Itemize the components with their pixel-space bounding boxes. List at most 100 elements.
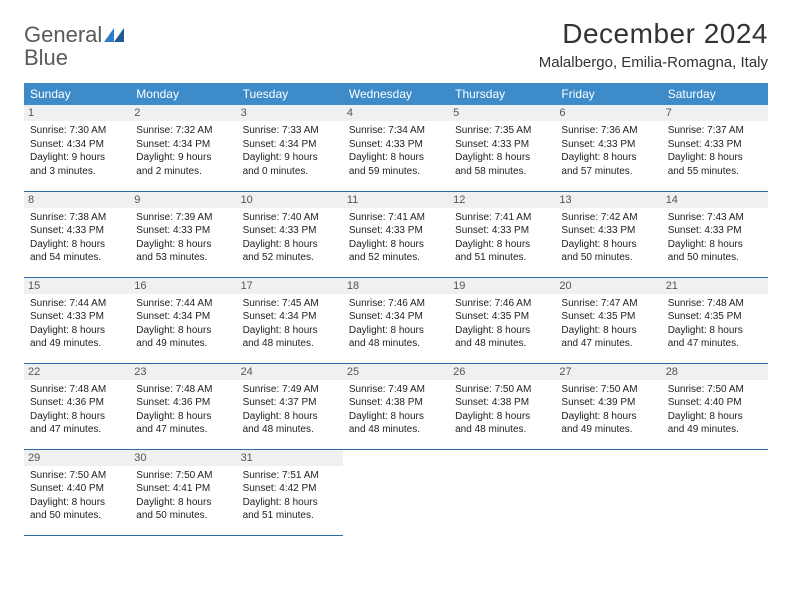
- calendar-cell: 2Sunrise: 7:32 AMSunset: 4:34 PMDaylight…: [130, 105, 236, 191]
- calendar-cell: 23Sunrise: 7:48 AMSunset: 4:36 PMDayligh…: [130, 363, 236, 449]
- day-daylight: Daylight: 9 hours and 0 minutes.: [243, 151, 337, 178]
- day-sunset: Sunset: 4:35 PM: [455, 310, 549, 324]
- day-sunrise: Sunrise: 7:34 AM: [349, 124, 443, 138]
- calendar-cell: 30Sunrise: 7:50 AMSunset: 4:41 PMDayligh…: [130, 449, 236, 535]
- day-sunrise: Sunrise: 7:44 AM: [30, 297, 124, 311]
- day-number: 23: [130, 364, 236, 380]
- day-details: Sunrise: 7:37 AMSunset: 4:33 PMDaylight:…: [668, 124, 762, 178]
- weekday-header: Saturday: [662, 83, 768, 105]
- day-details: Sunrise: 7:34 AMSunset: 4:33 PMDaylight:…: [349, 124, 443, 178]
- day-sunrise: Sunrise: 7:43 AM: [668, 211, 762, 225]
- day-sunrise: Sunrise: 7:49 AM: [349, 383, 443, 397]
- day-number: 12: [449, 192, 555, 208]
- page-title: December 2024: [539, 18, 768, 50]
- day-details: Sunrise: 7:50 AMSunset: 4:41 PMDaylight:…: [136, 469, 230, 523]
- calendar-row: 22Sunrise: 7:48 AMSunset: 4:36 PMDayligh…: [24, 363, 768, 449]
- day-sunset: Sunset: 4:41 PM: [136, 482, 230, 496]
- day-number: 25: [343, 364, 449, 380]
- calendar-cell: 27Sunrise: 7:50 AMSunset: 4:39 PMDayligh…: [555, 363, 661, 449]
- calendar-head: Sunday Monday Tuesday Wednesday Thursday…: [24, 83, 768, 105]
- day-details: Sunrise: 7:47 AMSunset: 4:35 PMDaylight:…: [561, 297, 655, 351]
- day-daylight: Daylight: 8 hours and 48 minutes.: [455, 324, 549, 351]
- calendar-page: General Blue December 2024 Malalbergo, E…: [0, 0, 792, 536]
- day-daylight: Daylight: 8 hours and 48 minutes.: [349, 410, 443, 437]
- day-details: Sunrise: 7:45 AMSunset: 4:34 PMDaylight:…: [243, 297, 337, 351]
- day-daylight: Daylight: 8 hours and 47 minutes.: [668, 324, 762, 351]
- day-sunset: Sunset: 4:33 PM: [668, 138, 762, 152]
- day-sunset: Sunset: 4:34 PM: [136, 310, 230, 324]
- calendar-row: 29Sunrise: 7:50 AMSunset: 4:40 PMDayligh…: [24, 449, 768, 535]
- day-details: Sunrise: 7:44 AMSunset: 4:33 PMDaylight:…: [30, 297, 124, 351]
- day-sunrise: Sunrise: 7:33 AM: [243, 124, 337, 138]
- calendar-cell: 4Sunrise: 7:34 AMSunset: 4:33 PMDaylight…: [343, 105, 449, 191]
- day-sunset: Sunset: 4:33 PM: [30, 224, 124, 238]
- day-sunrise: Sunrise: 7:41 AM: [455, 211, 549, 225]
- day-number: 1: [24, 105, 130, 121]
- calendar-cell: 1Sunrise: 7:30 AMSunset: 4:34 PMDaylight…: [24, 105, 130, 191]
- header-row: General Blue December 2024 Malalbergo, E…: [24, 18, 768, 71]
- day-sunset: Sunset: 4:34 PM: [136, 138, 230, 152]
- day-daylight: Daylight: 8 hours and 50 minutes.: [30, 496, 124, 523]
- day-daylight: Daylight: 8 hours and 49 minutes.: [30, 324, 124, 351]
- logo-mark-icon: [104, 29, 124, 46]
- day-sunset: Sunset: 4:38 PM: [455, 396, 549, 410]
- day-daylight: Daylight: 8 hours and 49 minutes.: [136, 324, 230, 351]
- calendar-cell: [662, 449, 768, 535]
- day-sunset: Sunset: 4:37 PM: [243, 396, 337, 410]
- day-details: Sunrise: 7:36 AMSunset: 4:33 PMDaylight:…: [561, 124, 655, 178]
- day-daylight: Daylight: 8 hours and 48 minutes.: [455, 410, 549, 437]
- calendar-cell: 6Sunrise: 7:36 AMSunset: 4:33 PMDaylight…: [555, 105, 661, 191]
- calendar-cell: 10 Sunrise: 7:40 AMSunset: 4:33 PMDayligh…: [237, 191, 343, 277]
- brand-logo: General Blue: [24, 24, 124, 70]
- day-daylight: Daylight: 8 hours and 47 minutes.: [30, 410, 124, 437]
- day-number: 5: [449, 105, 555, 121]
- calendar-cell: 26Sunrise: 7:50 AMSunset: 4:38 PMDayligh…: [449, 363, 555, 449]
- calendar-cell: 11Sunrise: 7:41 AMSunset: 4:33 PMDayligh…: [343, 191, 449, 277]
- day-details: Sunrise: 7:40 AMSunset: 4:33 PMDaylight:…: [243, 211, 337, 265]
- day-sunrise: Sunrise: 7:51 AM: [243, 469, 337, 483]
- day-details: Sunrise: 7:49 AMSunset: 4:38 PMDaylight:…: [349, 383, 443, 437]
- day-details: Sunrise: 7:46 AMSunset: 4:35 PMDaylight:…: [455, 297, 549, 351]
- weekday-header: Wednesday: [343, 83, 449, 105]
- day-sunrise: Sunrise: 7:40 AM: [243, 211, 337, 225]
- day-sunset: Sunset: 4:42 PM: [243, 482, 337, 496]
- day-daylight: Daylight: 8 hours and 55 minutes.: [668, 151, 762, 178]
- calendar-cell: 16Sunrise: 7:44 AMSunset: 4:34 PMDayligh…: [130, 277, 236, 363]
- title-block: December 2024 Malalbergo, Emilia-Romagna…: [539, 18, 768, 71]
- day-daylight: Daylight: 8 hours and 52 minutes.: [349, 238, 443, 265]
- day-sunrise: Sunrise: 7:50 AM: [455, 383, 549, 397]
- day-sunrise: Sunrise: 7:45 AM: [243, 297, 337, 311]
- day-daylight: Daylight: 8 hours and 54 minutes.: [30, 238, 124, 265]
- calendar-cell: 31Sunrise: 7:51 AMSunset: 4:42 PMDayligh…: [237, 449, 343, 535]
- day-number: 10: [237, 192, 343, 208]
- day-details: Sunrise: 7:38 AMSunset: 4:33 PMDaylight:…: [30, 211, 124, 265]
- calendar-row: 8Sunrise: 7:38 AMSunset: 4:33 PMDaylight…: [24, 191, 768, 277]
- day-sunset: Sunset: 4:33 PM: [349, 138, 443, 152]
- day-details: Sunrise: 7:50 AMSunset: 4:40 PMDaylight:…: [30, 469, 124, 523]
- day-daylight: Daylight: 8 hours and 57 minutes.: [561, 151, 655, 178]
- day-sunrise: Sunrise: 7:39 AM: [136, 211, 230, 225]
- day-sunrise: Sunrise: 7:46 AM: [349, 297, 443, 311]
- day-details: Sunrise: 7:50 AMSunset: 4:40 PMDaylight:…: [668, 383, 762, 437]
- day-sunset: Sunset: 4:33 PM: [668, 224, 762, 238]
- day-daylight: Daylight: 8 hours and 50 minutes.: [668, 238, 762, 265]
- calendar-cell: 5Sunrise: 7:35 AMSunset: 4:33 PMDaylight…: [449, 105, 555, 191]
- day-sunset: Sunset: 4:40 PM: [668, 396, 762, 410]
- day-details: Sunrise: 7:50 AMSunset: 4:38 PMDaylight:…: [455, 383, 549, 437]
- day-daylight: Daylight: 8 hours and 49 minutes.: [561, 410, 655, 437]
- day-sunrise: Sunrise: 7:48 AM: [668, 297, 762, 311]
- day-daylight: Daylight: 8 hours and 50 minutes.: [136, 496, 230, 523]
- day-daylight: Daylight: 8 hours and 52 minutes.: [243, 238, 337, 265]
- day-sunrise: Sunrise: 7:50 AM: [561, 383, 655, 397]
- calendar-cell: 19Sunrise: 7:46 AMSunset: 4:35 PMDayligh…: [449, 277, 555, 363]
- day-number: 21: [662, 278, 768, 294]
- day-sunset: Sunset: 4:36 PM: [30, 396, 124, 410]
- day-daylight: Daylight: 8 hours and 53 minutes.: [136, 238, 230, 265]
- day-daylight: Daylight: 9 hours and 3 minutes.: [30, 151, 124, 178]
- day-sunrise: Sunrise: 7:32 AM: [136, 124, 230, 138]
- day-sunrise: Sunrise: 7:50 AM: [30, 469, 124, 483]
- day-number: 15: [24, 278, 130, 294]
- day-sunset: Sunset: 4:34 PM: [30, 138, 124, 152]
- day-details: Sunrise: 7:41 AMSunset: 4:33 PMDaylight:…: [349, 211, 443, 265]
- day-daylight: Daylight: 8 hours and 49 minutes.: [668, 410, 762, 437]
